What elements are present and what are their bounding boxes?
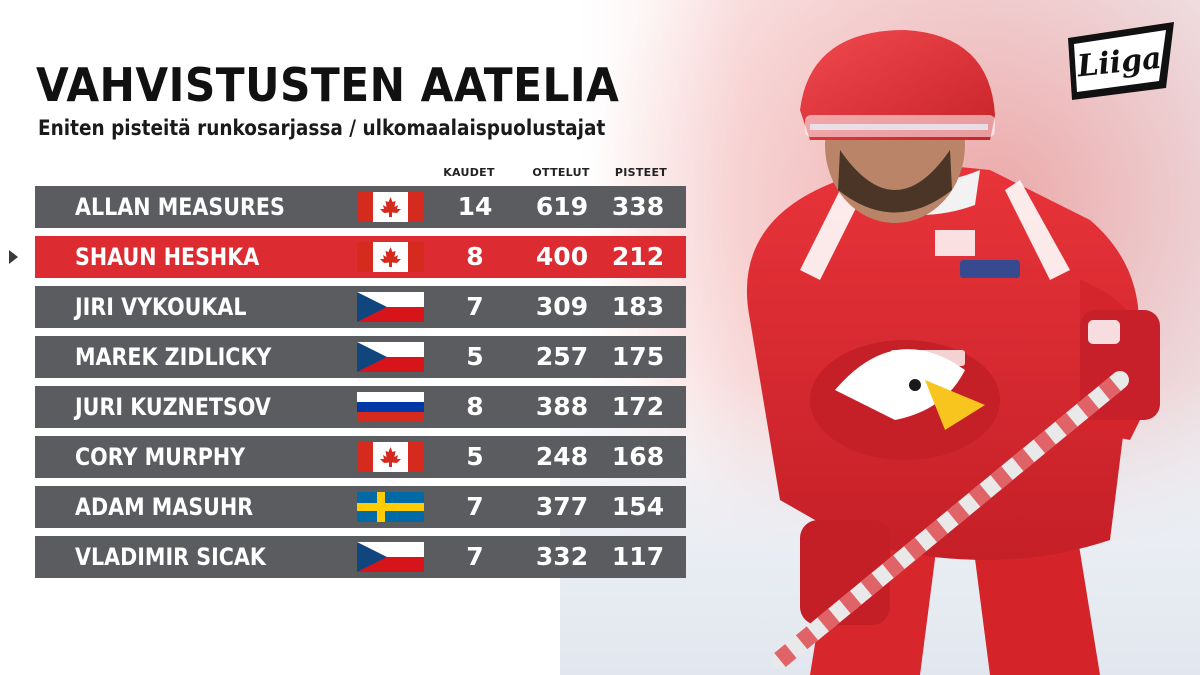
page-subtitle: Eniten pisteitä runkosarjassa / ulkomaal… <box>38 116 606 140</box>
games-value: 388 <box>535 392 589 421</box>
table-row: CORY MURPHY 5 248 168 <box>35 436 686 478</box>
seasons-value: 5 <box>466 342 484 371</box>
czech-flag <box>357 342 424 372</box>
canada-flag <box>357 242 424 272</box>
liiga-logo: Liiga ® <box>1068 22 1174 100</box>
games-value: 248 <box>535 442 589 471</box>
player-name: JIRI VYKOUKAL <box>75 293 247 321</box>
points-value: 183 <box>611 292 665 321</box>
table-row: SHAUN HESHKA 8 400 212 <box>9 236 686 278</box>
points-value: 338 <box>611 192 665 221</box>
table-row: VLADIMIR SICAK 7 332 117 <box>35 536 686 578</box>
player-name: MAREK ZIDLICKY <box>75 343 272 371</box>
stats-table: ALLAN MEASURES 14 619 338 SHAUN HESHKA 8 400 21… <box>9 186 686 586</box>
points-value: 212 <box>611 242 665 271</box>
player-name: ALLAN MEASURES <box>75 193 285 221</box>
points-value: 168 <box>611 442 665 471</box>
points-value: 117 <box>611 542 665 571</box>
selected-arrow-icon <box>9 250 18 264</box>
games-value: 377 <box>535 492 589 521</box>
player-name: VLADIMIR SICAK <box>75 543 266 571</box>
table-row: ALLAN MEASURES 14 619 338 <box>35 186 686 228</box>
seasons-value: 8 <box>466 242 484 271</box>
canada-flag <box>357 192 424 222</box>
column-headers: KAUDET OTTELUT PISTEET <box>0 166 700 182</box>
games-value: 400 <box>535 242 589 271</box>
table-row: MAREK ZIDLICKY 5 257 175 <box>35 336 686 378</box>
page-title: VAHVISTUSTEN AATELIA <box>36 58 620 112</box>
games-value: 257 <box>535 342 589 371</box>
column-header-games: OTTELUT <box>532 166 590 179</box>
games-value: 332 <box>535 542 589 571</box>
hockey-player-photo <box>746 30 1160 675</box>
sweden-flag <box>357 492 424 522</box>
seasons-value: 7 <box>466 292 484 321</box>
points-value: 154 <box>611 492 665 521</box>
seasons-value: 5 <box>466 442 484 471</box>
player-name: ADAM MASUHR <box>75 493 254 521</box>
player-name: CORY MURPHY <box>75 443 246 471</box>
column-header-seasons: KAUDET <box>443 166 495 179</box>
games-value: 619 <box>535 192 589 221</box>
player-name: SHAUN HESHKA <box>75 243 260 271</box>
table-row: JIRI VYKOUKAL 7 309 183 <box>35 286 686 328</box>
column-header-points: PISTEET <box>614 166 668 179</box>
seasons-value: 8 <box>466 392 484 421</box>
games-value: 309 <box>535 292 589 321</box>
points-value: 175 <box>611 342 665 371</box>
svg-text:®: ® <box>1166 25 1174 34</box>
player-name: JURI KUZNETSOV <box>75 393 271 421</box>
seasons-value: 14 <box>457 192 493 221</box>
canada-flag <box>357 442 424 472</box>
seasons-value: 7 <box>466 542 484 571</box>
russia-flag <box>357 392 424 422</box>
czech-flag <box>357 542 424 572</box>
table-row: ADAM MASUHR 7 377 154 <box>35 486 686 528</box>
table-row: JURI KUZNETSOV 8 388 172 <box>35 386 686 428</box>
seasons-value: 7 <box>466 492 484 521</box>
czech-flag <box>357 292 424 322</box>
points-value: 172 <box>611 392 665 421</box>
